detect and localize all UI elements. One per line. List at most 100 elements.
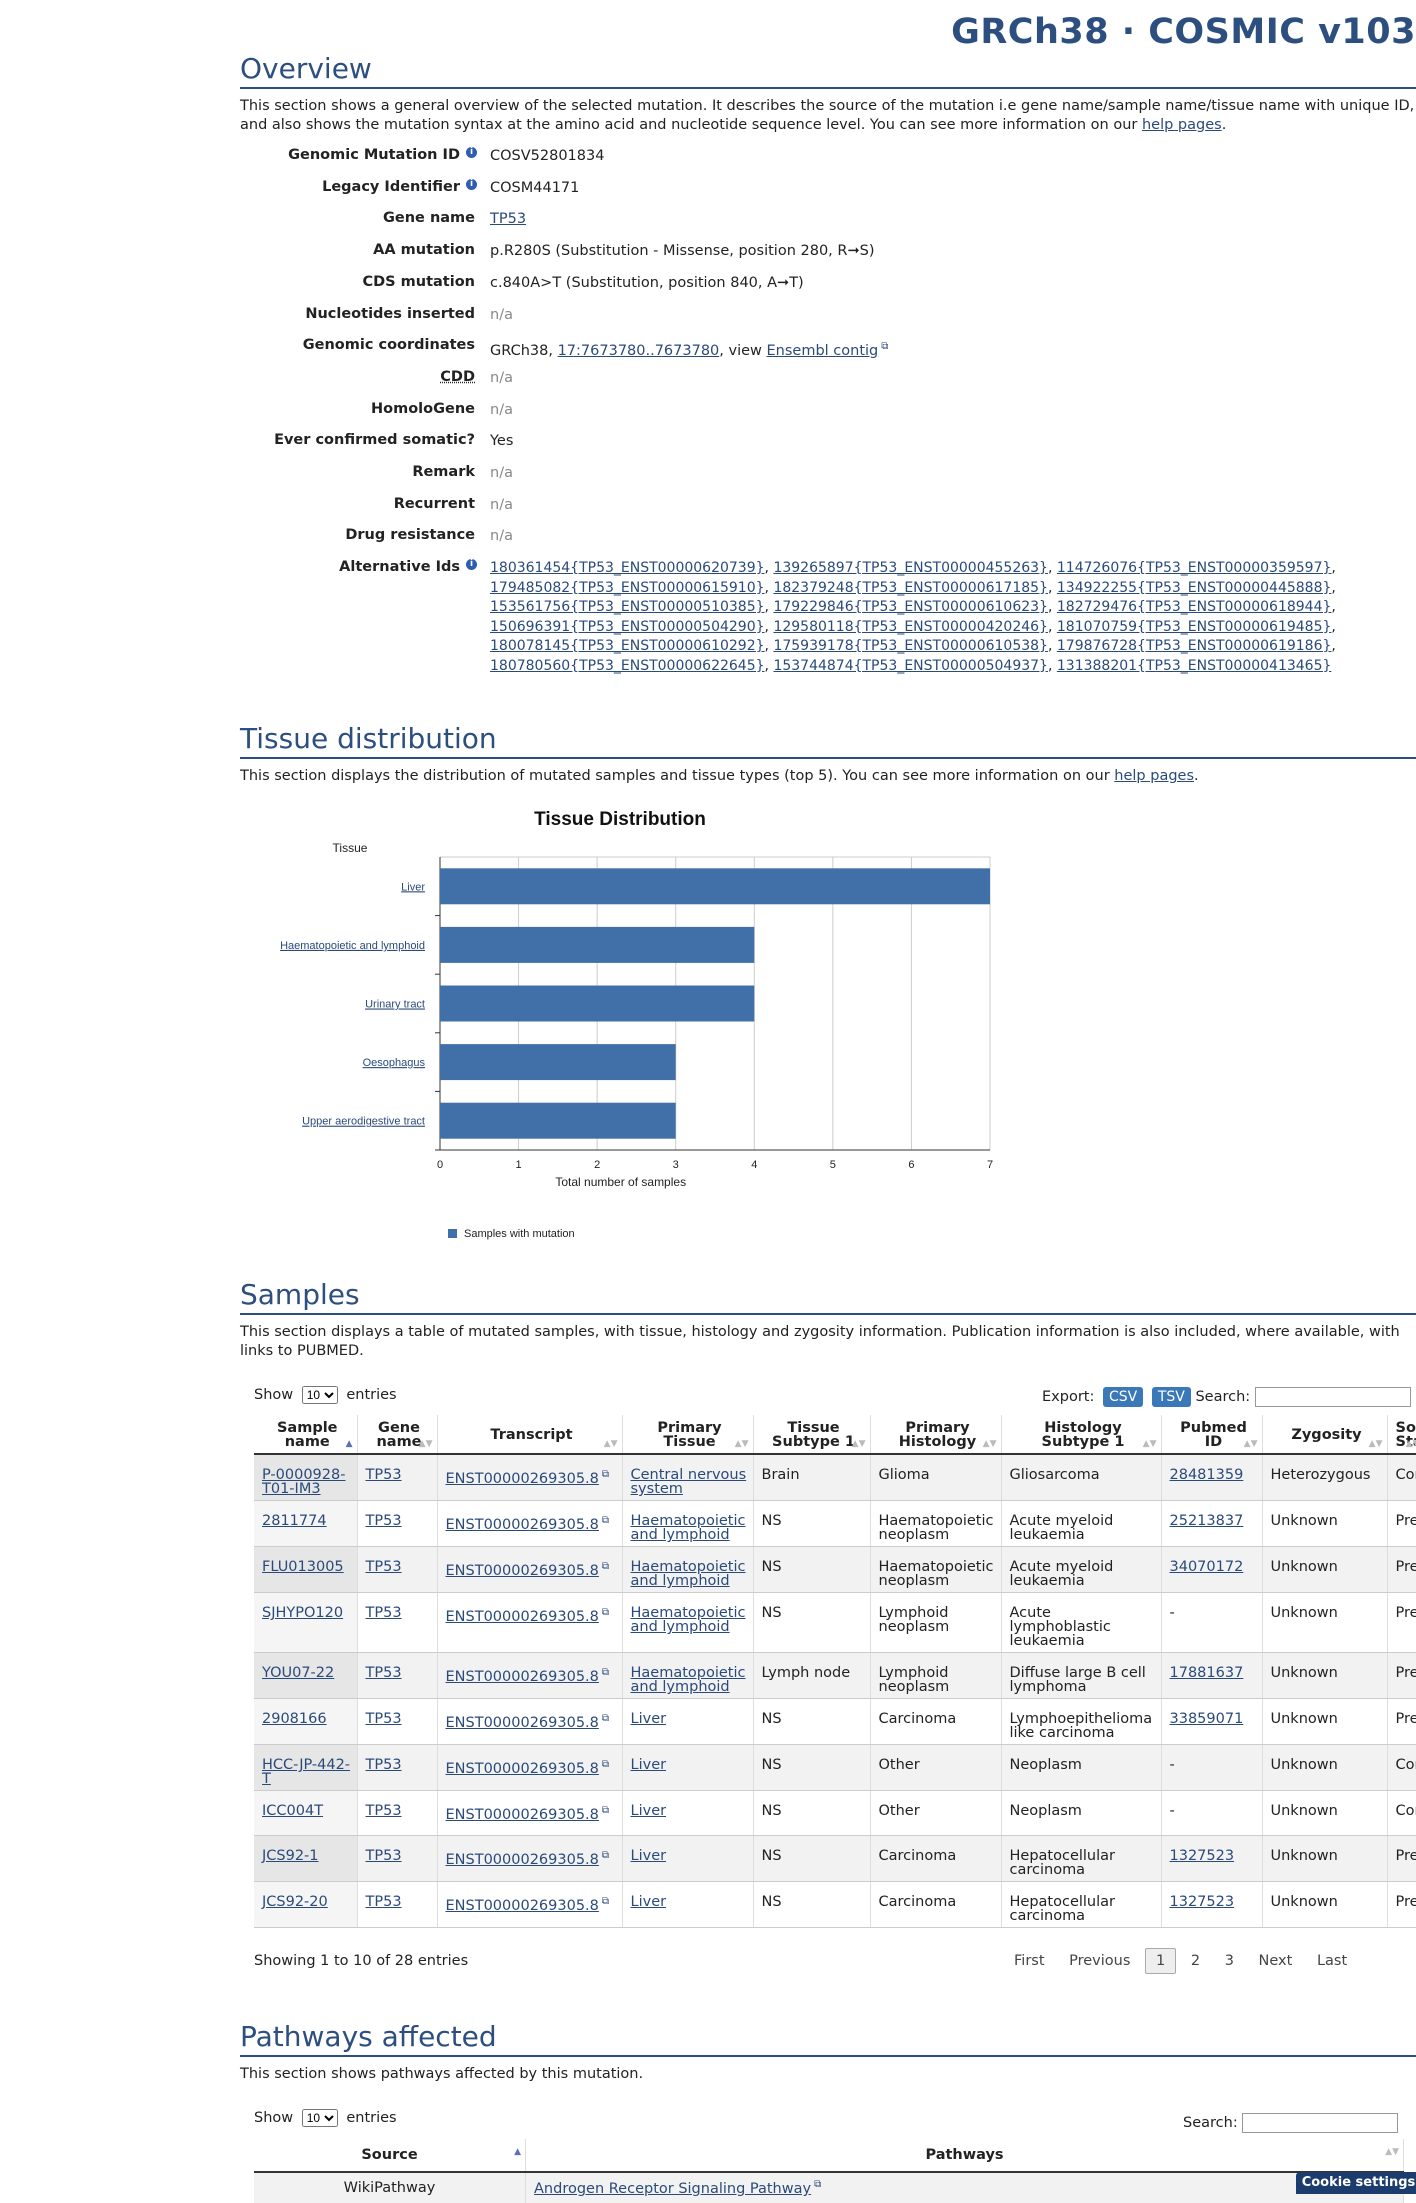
- pager-page-2[interactable]: 2: [1190, 1953, 1201, 1969]
- samples-col-primary-histology[interactable]: Primary Histology ▲▼: [870, 1415, 1002, 1455]
- gene-link[interactable]: TP53: [365, 1513, 402, 1529]
- alternative-id-link[interactable]: 180780560{TP53_ENST00000622645}: [490, 657, 765, 674]
- gene-link[interactable]: TP53: [490, 211, 527, 228]
- chart-category-label[interactable]: Urinary tract: [365, 999, 425, 1011]
- pathways-search-input[interactable]: [1242, 2113, 1399, 2133]
- gene-link[interactable]: TP53: [365, 1559, 402, 1575]
- transcript-link[interactable]: ENST00000269305.8: [445, 1608, 599, 1625]
- pubmed-link[interactable]: 25213837: [1169, 1513, 1244, 1529]
- chart-bar[interactable]: [440, 985, 755, 1022]
- chart-bar[interactable]: [440, 1102, 676, 1139]
- chart-bar[interactable]: [440, 868, 990, 905]
- pathway-link[interactable]: Androgen Receptor Signaling Pathway: [534, 2180, 812, 2197]
- info-icon[interactable]: i: [466, 178, 477, 190]
- pathways-entries-select[interactable]: 10: [301, 2109, 338, 2127]
- tissue-link[interactable]: Liver: [630, 1711, 667, 1727]
- alternative-id-link[interactable]: 131388201{TP53_ENST00000413465}: [1056, 657, 1332, 674]
- alternative-id-link[interactable]: 153561756{TP53_ENST00000510385}: [490, 599, 765, 616]
- transcript-link[interactable]: ENST00000269305.8: [445, 1851, 599, 1868]
- sample-link[interactable]: P-0000928-T01-IM3: [262, 1467, 346, 1497]
- pubmed-link[interactable]: 1327523: [1169, 1894, 1235, 1910]
- alternative-id-link[interactable]: 114726076{TP53_ENST00000359597}: [1056, 560, 1332, 577]
- samples-col-tissue-subtype-1[interactable]: Tissue Subtype 1 ▲▼: [753, 1415, 871, 1455]
- alternative-id-link[interactable]: 179876728{TP53_ENST00000619186}: [1056, 638, 1332, 655]
- sample-link[interactable]: SJHYPO120: [262, 1605, 344, 1621]
- chart-category-label[interactable]: Oesophagus: [363, 1057, 426, 1069]
- samples-col-somatic-status[interactable]: Somatic Status▲▼: [1387, 1415, 1416, 1455]
- tissue-link[interactable]: Liver: [630, 1757, 667, 1773]
- pubmed-link[interactable]: 28481359: [1169, 1467, 1244, 1483]
- samples-col-sample-name[interactable]: Sample name ▲: [254, 1415, 358, 1455]
- tissue-link[interactable]: Haematopoietic and lymphoid: [630, 1665, 746, 1695]
- samples-col-pubmed-id[interactable]: Pubmed ID ▲▼: [1161, 1415, 1263, 1455]
- gene-link[interactable]: TP53: [365, 1711, 402, 1727]
- info-icon[interactable]: i: [466, 147, 477, 158]
- transcript-link[interactable]: ENST00000269305.8: [445, 1516, 599, 1533]
- transcript-link[interactable]: ENST00000269305.8: [445, 1668, 599, 1685]
- tissue-link[interactable]: Haematopoietic and lymphoid: [630, 1559, 746, 1589]
- sample-link[interactable]: 2908166: [262, 1711, 327, 1727]
- pager-previous[interactable]: Previous: [1069, 1953, 1131, 1969]
- alternative-id-link[interactable]: 175939178{TP53_ENST00000610538}: [773, 638, 1048, 655]
- samples-col-transcript[interactable]: Transcript ▲▼: [437, 1415, 623, 1455]
- gene-link[interactable]: TP53: [365, 1803, 402, 1819]
- alternative-id-link[interactable]: 181070759{TP53_ENST00000619485}: [1056, 618, 1332, 635]
- chart-category-label[interactable]: Liver: [401, 881, 425, 893]
- sample-link[interactable]: ICC004T: [262, 1803, 324, 1819]
- transcript-link[interactable]: ENST00000269305.8: [445, 1806, 599, 1823]
- pager-page-3[interactable]: 3: [1224, 1953, 1234, 1969]
- gene-link[interactable]: TP53: [365, 1665, 402, 1681]
- sample-link[interactable]: JCS92-20: [262, 1894, 328, 1910]
- pubmed-link[interactable]: 33859071: [1169, 1711, 1244, 1727]
- transcript-link[interactable]: ENST00000269305.8: [445, 1470, 599, 1487]
- export-csv-button[interactable]: CSV: [1102, 1387, 1144, 1407]
- ensembl-contig-link[interactable]: Ensembl contig: [766, 343, 879, 360]
- pager-next[interactable]: Next: [1258, 1953, 1293, 1969]
- info-icon[interactable]: i: [466, 559, 477, 571]
- pubmed-link[interactable]: 17881637: [1169, 1665, 1244, 1681]
- sample-link[interactable]: 2811774: [262, 1513, 327, 1529]
- alternative-id-link[interactable]: 179229846{TP53_ENST00000610623}: [773, 599, 1048, 616]
- alternative-id-link[interactable]: 129580118{TP53_ENST00000420246}: [773, 618, 1048, 635]
- alternative-id-link[interactable]: 179485082{TP53_ENST00000615910}: [490, 579, 765, 596]
- tissue-link[interactable]: Liver: [630, 1803, 667, 1819]
- cookie-settings-button[interactable]: Cookie settings: [1296, 2172, 1416, 2194]
- pathways-col-pathways[interactable]: Pathways ▲▼: [525, 2139, 1404, 2173]
- pathways-col-source[interactable]: Source ▲: [254, 2139, 526, 2173]
- tissue-link[interactable]: Central nervous system: [630, 1467, 747, 1497]
- transcript-link[interactable]: ENST00000269305.8: [445, 1897, 599, 1914]
- samples-search-input[interactable]: [1254, 1387, 1411, 1407]
- samples-col-histology-subtype-1[interactable]: Histology Subtype 1 ▲▼: [1001, 1415, 1162, 1455]
- alternative-id-link[interactable]: 180361454{TP53_ENST00000620739}: [490, 560, 765, 577]
- tissue-link[interactable]: Haematopoietic and lymphoid: [630, 1605, 746, 1635]
- transcript-link[interactable]: ENST00000269305.8: [445, 1760, 599, 1777]
- chart-category-label[interactable]: Upper aerodigestive tract: [302, 1116, 425, 1128]
- tissue-link[interactable]: Liver: [630, 1848, 667, 1864]
- pubmed-link[interactable]: 1327523: [1169, 1848, 1235, 1864]
- tissue-help-pages-link[interactable]: help pages: [1114, 768, 1195, 784]
- coordinates-link[interactable]: 17:7673780..7673780: [557, 343, 720, 360]
- transcript-link[interactable]: ENST00000269305.8: [445, 1714, 599, 1731]
- alternative-id-link[interactable]: 182379248{TP53_ENST00000617185}: [773, 579, 1048, 596]
- gene-link[interactable]: TP53: [365, 1894, 402, 1910]
- sample-link[interactable]: FLU013005: [262, 1559, 344, 1575]
- gene-link[interactable]: TP53: [365, 1467, 402, 1483]
- alternative-id-link[interactable]: 182729476{TP53_ENST00000618944}: [1056, 599, 1332, 616]
- transcript-link[interactable]: ENST00000269305.8: [445, 1562, 599, 1579]
- alternative-id-link[interactable]: 134922255{TP53_ENST00000445888}: [1056, 579, 1332, 596]
- samples-entries-select[interactable]: 10: [301, 1386, 338, 1404]
- pager-first[interactable]: First: [1014, 1953, 1045, 1969]
- tissue-link[interactable]: Haematopoietic and lymphoid: [630, 1513, 746, 1543]
- alternative-id-link[interactable]: 180078145{TP53_ENST00000610292}: [490, 638, 765, 655]
- chart-bar[interactable]: [440, 1044, 676, 1081]
- help-pages-link[interactable]: help pages: [1141, 117, 1222, 133]
- alternative-id-link[interactable]: 150696391{TP53_ENST00000504290}: [490, 618, 765, 635]
- alternative-id-link[interactable]: 153744874{TP53_ENST00000504937}: [773, 657, 1048, 674]
- samples-col-zygosity[interactable]: Zygosity ▲▼: [1262, 1415, 1388, 1455]
- gene-link[interactable]: TP53: [365, 1848, 402, 1864]
- samples-col-primary-tissue[interactable]: Primary Tissue ▲▼: [622, 1415, 754, 1455]
- chart-category-label[interactable]: Haematopoietic and lymphoid: [280, 940, 425, 952]
- alternative-id-link[interactable]: 139265897{TP53_ENST00000455263}: [773, 560, 1048, 577]
- samples-col-gene-name[interactable]: Gene name ▲▼: [357, 1415, 438, 1455]
- pager-last[interactable]: Last: [1316, 1953, 1348, 1969]
